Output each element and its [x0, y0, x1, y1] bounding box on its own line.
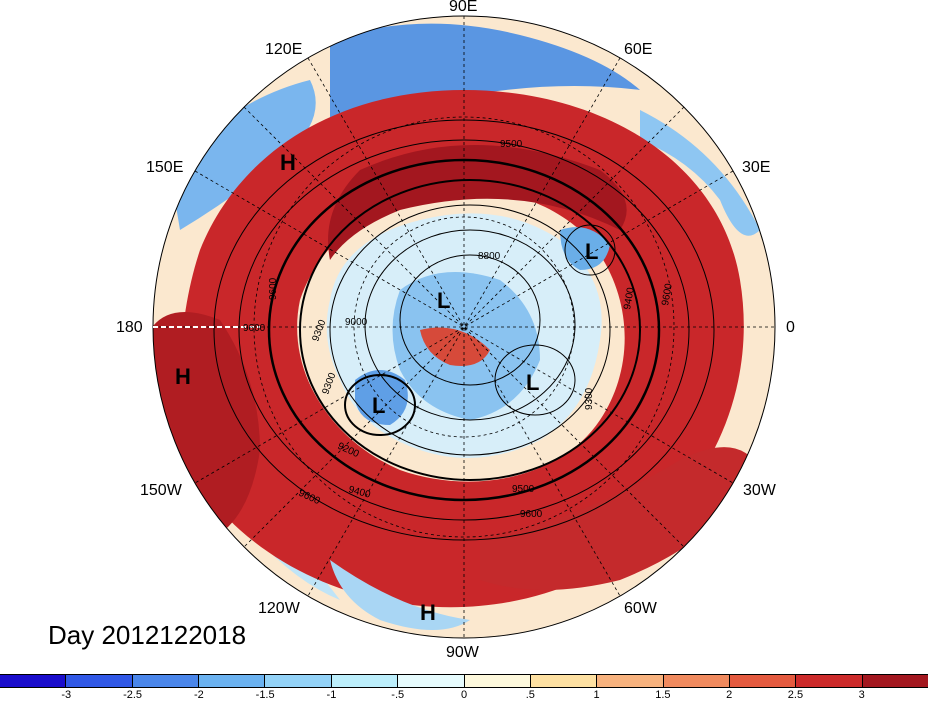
- high-pressure-marker: H: [175, 364, 191, 389]
- anomaly-cool-low1: [355, 370, 408, 425]
- colorbar-swatch: [862, 675, 928, 687]
- anomaly-cool-low2: [560, 227, 610, 270]
- contour-label: 9500: [500, 139, 523, 150]
- anomaly-cool-south: [330, 560, 470, 630]
- contour-line: [399, 254, 541, 386]
- colorbar-tick-label: .5: [525, 689, 535, 701]
- lon-label-0: 0: [786, 319, 795, 336]
- contour-line: [364, 229, 576, 421]
- anomaly-warm-atlantic: [480, 447, 760, 590]
- lon-label-150e: 150E: [146, 159, 184, 176]
- lon-label-180: 180: [116, 319, 143, 336]
- colorbar-tick-label: -2: [193, 689, 204, 701]
- colorbar-tick-label: 3: [858, 689, 865, 701]
- colorbar-swatch: [398, 675, 465, 687]
- lon-label-90e: 90E: [449, 0, 478, 15]
- low-pressure-marker: L: [526, 370, 540, 395]
- graticule: [153, 16, 775, 638]
- lon-label-60e: 60E: [624, 41, 653, 58]
- colorbar-swatch: [530, 675, 598, 687]
- colorbar-swatch: [199, 675, 266, 687]
- colorbar-swatch: [265, 675, 332, 687]
- anomaly-cool-nw: [170, 80, 316, 230]
- colorbar-swatch: [0, 675, 67, 687]
- anomaly-warm-inner: [328, 145, 627, 260]
- lon-label-60w: 60W: [624, 600, 657, 617]
- lon-label-120w: 120W: [258, 600, 300, 617]
- colorbar-swatch: [729, 675, 797, 687]
- colorbar-tick-label: -1.5: [255, 689, 275, 701]
- colorbar-tick-label: -.5: [391, 689, 405, 701]
- high-pressure-marker: H: [420, 600, 436, 625]
- meridian: [307, 57, 621, 597]
- colorbar-tick-label: 1.5: [655, 689, 671, 701]
- colorbar-swatch: [663, 675, 730, 687]
- lon-label-30e: 30E: [742, 159, 771, 176]
- colorbar-swatch: [331, 675, 399, 687]
- meridian: [194, 170, 734, 484]
- contour-line: [344, 374, 416, 436]
- parallel: [253, 116, 675, 538]
- contour-line: [564, 224, 616, 276]
- contour-label: 9600: [660, 282, 675, 306]
- colorbar-tick-label: -1: [326, 689, 337, 701]
- colorbar-tick-label: 2.5: [787, 689, 804, 701]
- lon-label-120e: 120E: [265, 41, 303, 58]
- parallel: [353, 216, 575, 438]
- lon-label-150w: 150W: [140, 482, 182, 499]
- colorbar-swatch: [796, 675, 863, 687]
- meridian: [307, 57, 621, 597]
- meridian: [243, 106, 685, 548]
- colorbar-tick-label: 0: [460, 689, 468, 701]
- anomaly-cool-ne: [640, 110, 760, 236]
- anomaly-warm-tongue: [420, 327, 490, 366]
- meridian: [243, 106, 685, 548]
- colorbar-swatch: [66, 675, 133, 687]
- contour-label: 8800: [478, 251, 501, 262]
- low-pressure-marker: L: [372, 393, 386, 418]
- day-label: Day 2012122018: [48, 620, 247, 650]
- lon-label-30w: 30W: [743, 482, 776, 499]
- colorbar-swatch: [132, 675, 200, 687]
- colorbar-tick-label: 1: [593, 689, 600, 701]
- contour-label: 9500: [512, 484, 535, 495]
- contour-label: 9400: [622, 286, 637, 310]
- contour-label: 9000: [345, 317, 368, 328]
- meridian: [194, 170, 734, 484]
- colorbar-tick-label: 2: [726, 689, 733, 701]
- lon-label-90w: 90W: [446, 644, 479, 661]
- low-pressure-marker: L: [437, 288, 451, 313]
- contour-line: [299, 179, 641, 481]
- contour-line: [329, 204, 611, 456]
- low-pressure-marker: L: [585, 239, 599, 264]
- colorbar-swatch: [597, 675, 664, 687]
- colorbar-tick-label: -2.5: [123, 689, 143, 701]
- colorbar-swatch: [464, 675, 531, 687]
- colorbar-tick-label: -3: [61, 689, 72, 701]
- high-pressure-marker: H: [280, 150, 296, 175]
- contour-label: 9600: [520, 509, 543, 520]
- contour-label: 9300: [584, 387, 595, 410]
- contour-label: 9600: [243, 323, 266, 334]
- contour-label: 9600: [268, 277, 279, 300]
- colorbar: [0, 674, 928, 688]
